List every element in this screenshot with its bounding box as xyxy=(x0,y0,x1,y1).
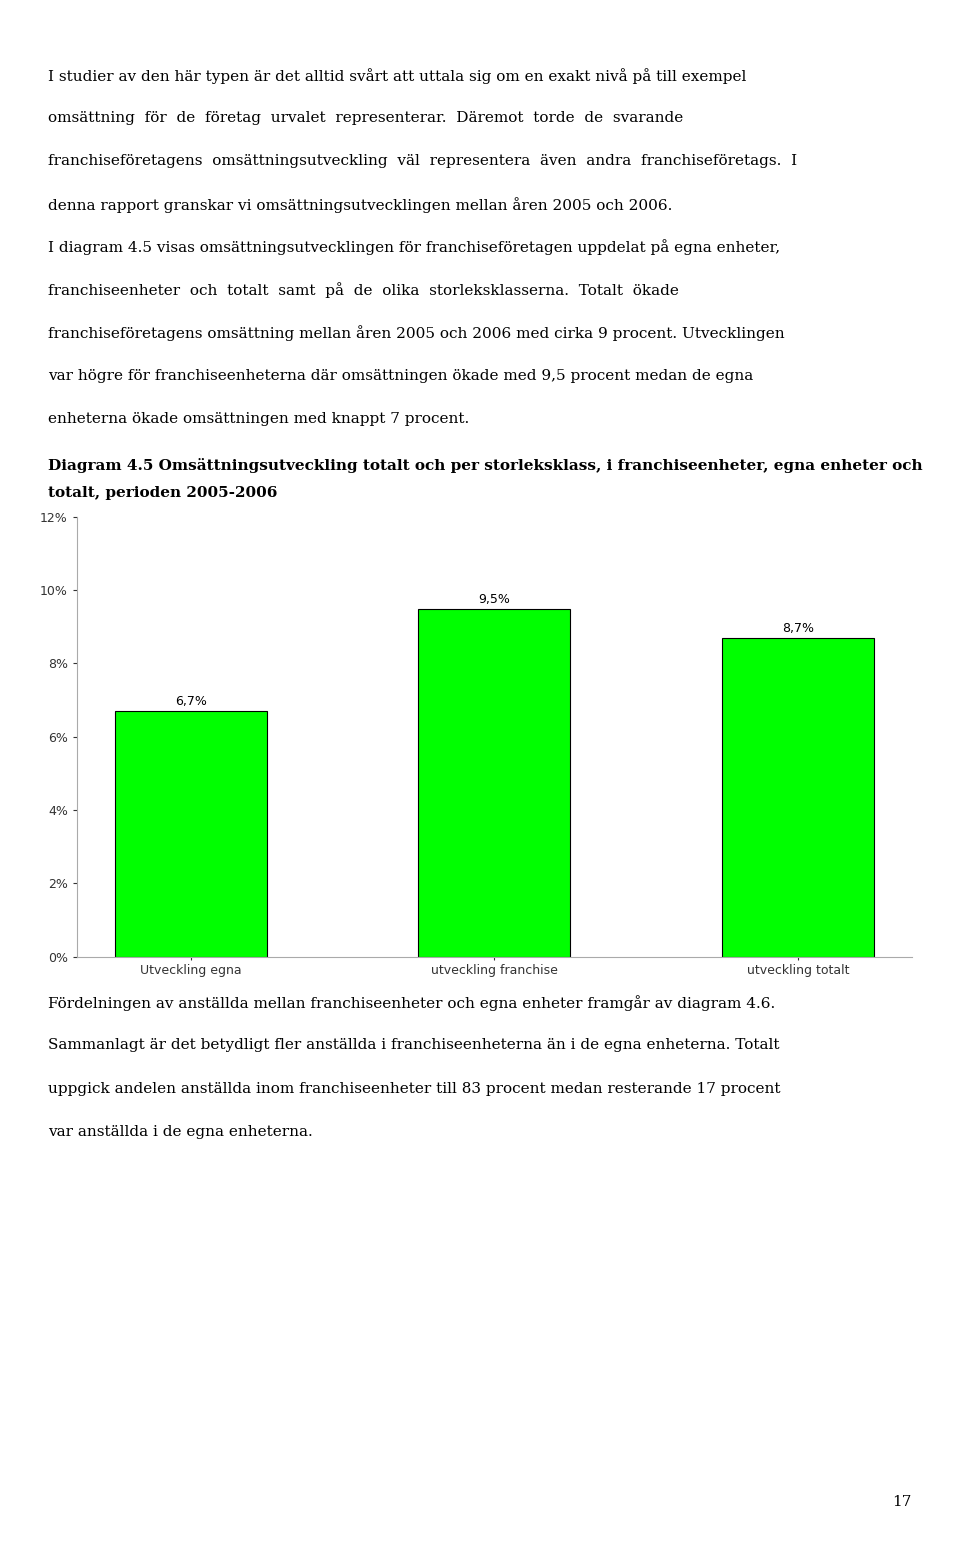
Text: denna rapport granskar vi omsättningsutvecklingen mellan åren 2005 och 2006.: denna rapport granskar vi omsättningsutv… xyxy=(48,198,672,213)
Text: Fördelningen av anställda mellan franchiseenheter och egna enheter framgår av di: Fördelningen av anställda mellan franchi… xyxy=(48,995,776,1011)
Bar xyxy=(115,711,267,957)
Text: 9,5%: 9,5% xyxy=(478,593,511,605)
Text: uppgick andelen anställda inom franchiseenheter till 83 procent medan resterande: uppgick andelen anställda inom franchise… xyxy=(48,1082,780,1096)
Text: omsättning  för  de  företag  urvalet  representerar.  Däremot  torde  de  svara: omsättning för de företag urvalet repres… xyxy=(48,111,684,125)
Bar xyxy=(722,637,874,957)
Text: var anställda i de egna enheterna.: var anställda i de egna enheterna. xyxy=(48,1125,313,1139)
Text: Diagram 4.5 Omsättningsutveckling totalt och per storleksklass, i franchiseenhet: Diagram 4.5 Omsättningsutveckling totalt… xyxy=(48,458,923,474)
Text: I diagram 4.5 visas omsättningsutvecklingen för franchiseföretagen uppdelat på e: I diagram 4.5 visas omsättningsutvecklin… xyxy=(48,239,780,255)
Text: totalt, perioden 2005-2006: totalt, perioden 2005-2006 xyxy=(48,486,277,500)
Bar xyxy=(419,608,570,957)
Text: Sammanlagt är det betydligt fler anställda i franchiseenheterna än i de egna enh: Sammanlagt är det betydligt fler anställ… xyxy=(48,1038,780,1052)
Text: 6,7%: 6,7% xyxy=(175,696,206,708)
Text: franchiseenheter  och  totalt  samt  på  de  olika  storleksklasserna.  Totalt  : franchiseenheter och totalt samt på de o… xyxy=(48,282,679,298)
Text: franchiseföretagens omsättning mellan åren 2005 och 2006 med cirka 9 procent. Ut: franchiseföretagens omsättning mellan år… xyxy=(48,326,784,341)
Text: I studier av den här typen är det alltid svårt att uttala sig om en exakt nivå p: I studier av den här typen är det alltid… xyxy=(48,68,746,83)
Text: franchiseföretagens  omsättningsutveckling  väl  representera  även  andra  fran: franchiseföretagens omsättningsutvecklin… xyxy=(48,154,797,168)
Text: 8,7%: 8,7% xyxy=(782,622,814,634)
Text: var högre för franchiseenheterna där omsättningen ökade med 9,5 procent medan de: var högre för franchiseenheterna där oms… xyxy=(48,369,754,383)
Text: 17: 17 xyxy=(893,1495,912,1509)
Text: enheterna ökade omsättningen med knappt 7 procent.: enheterna ökade omsättningen med knappt … xyxy=(48,412,469,426)
